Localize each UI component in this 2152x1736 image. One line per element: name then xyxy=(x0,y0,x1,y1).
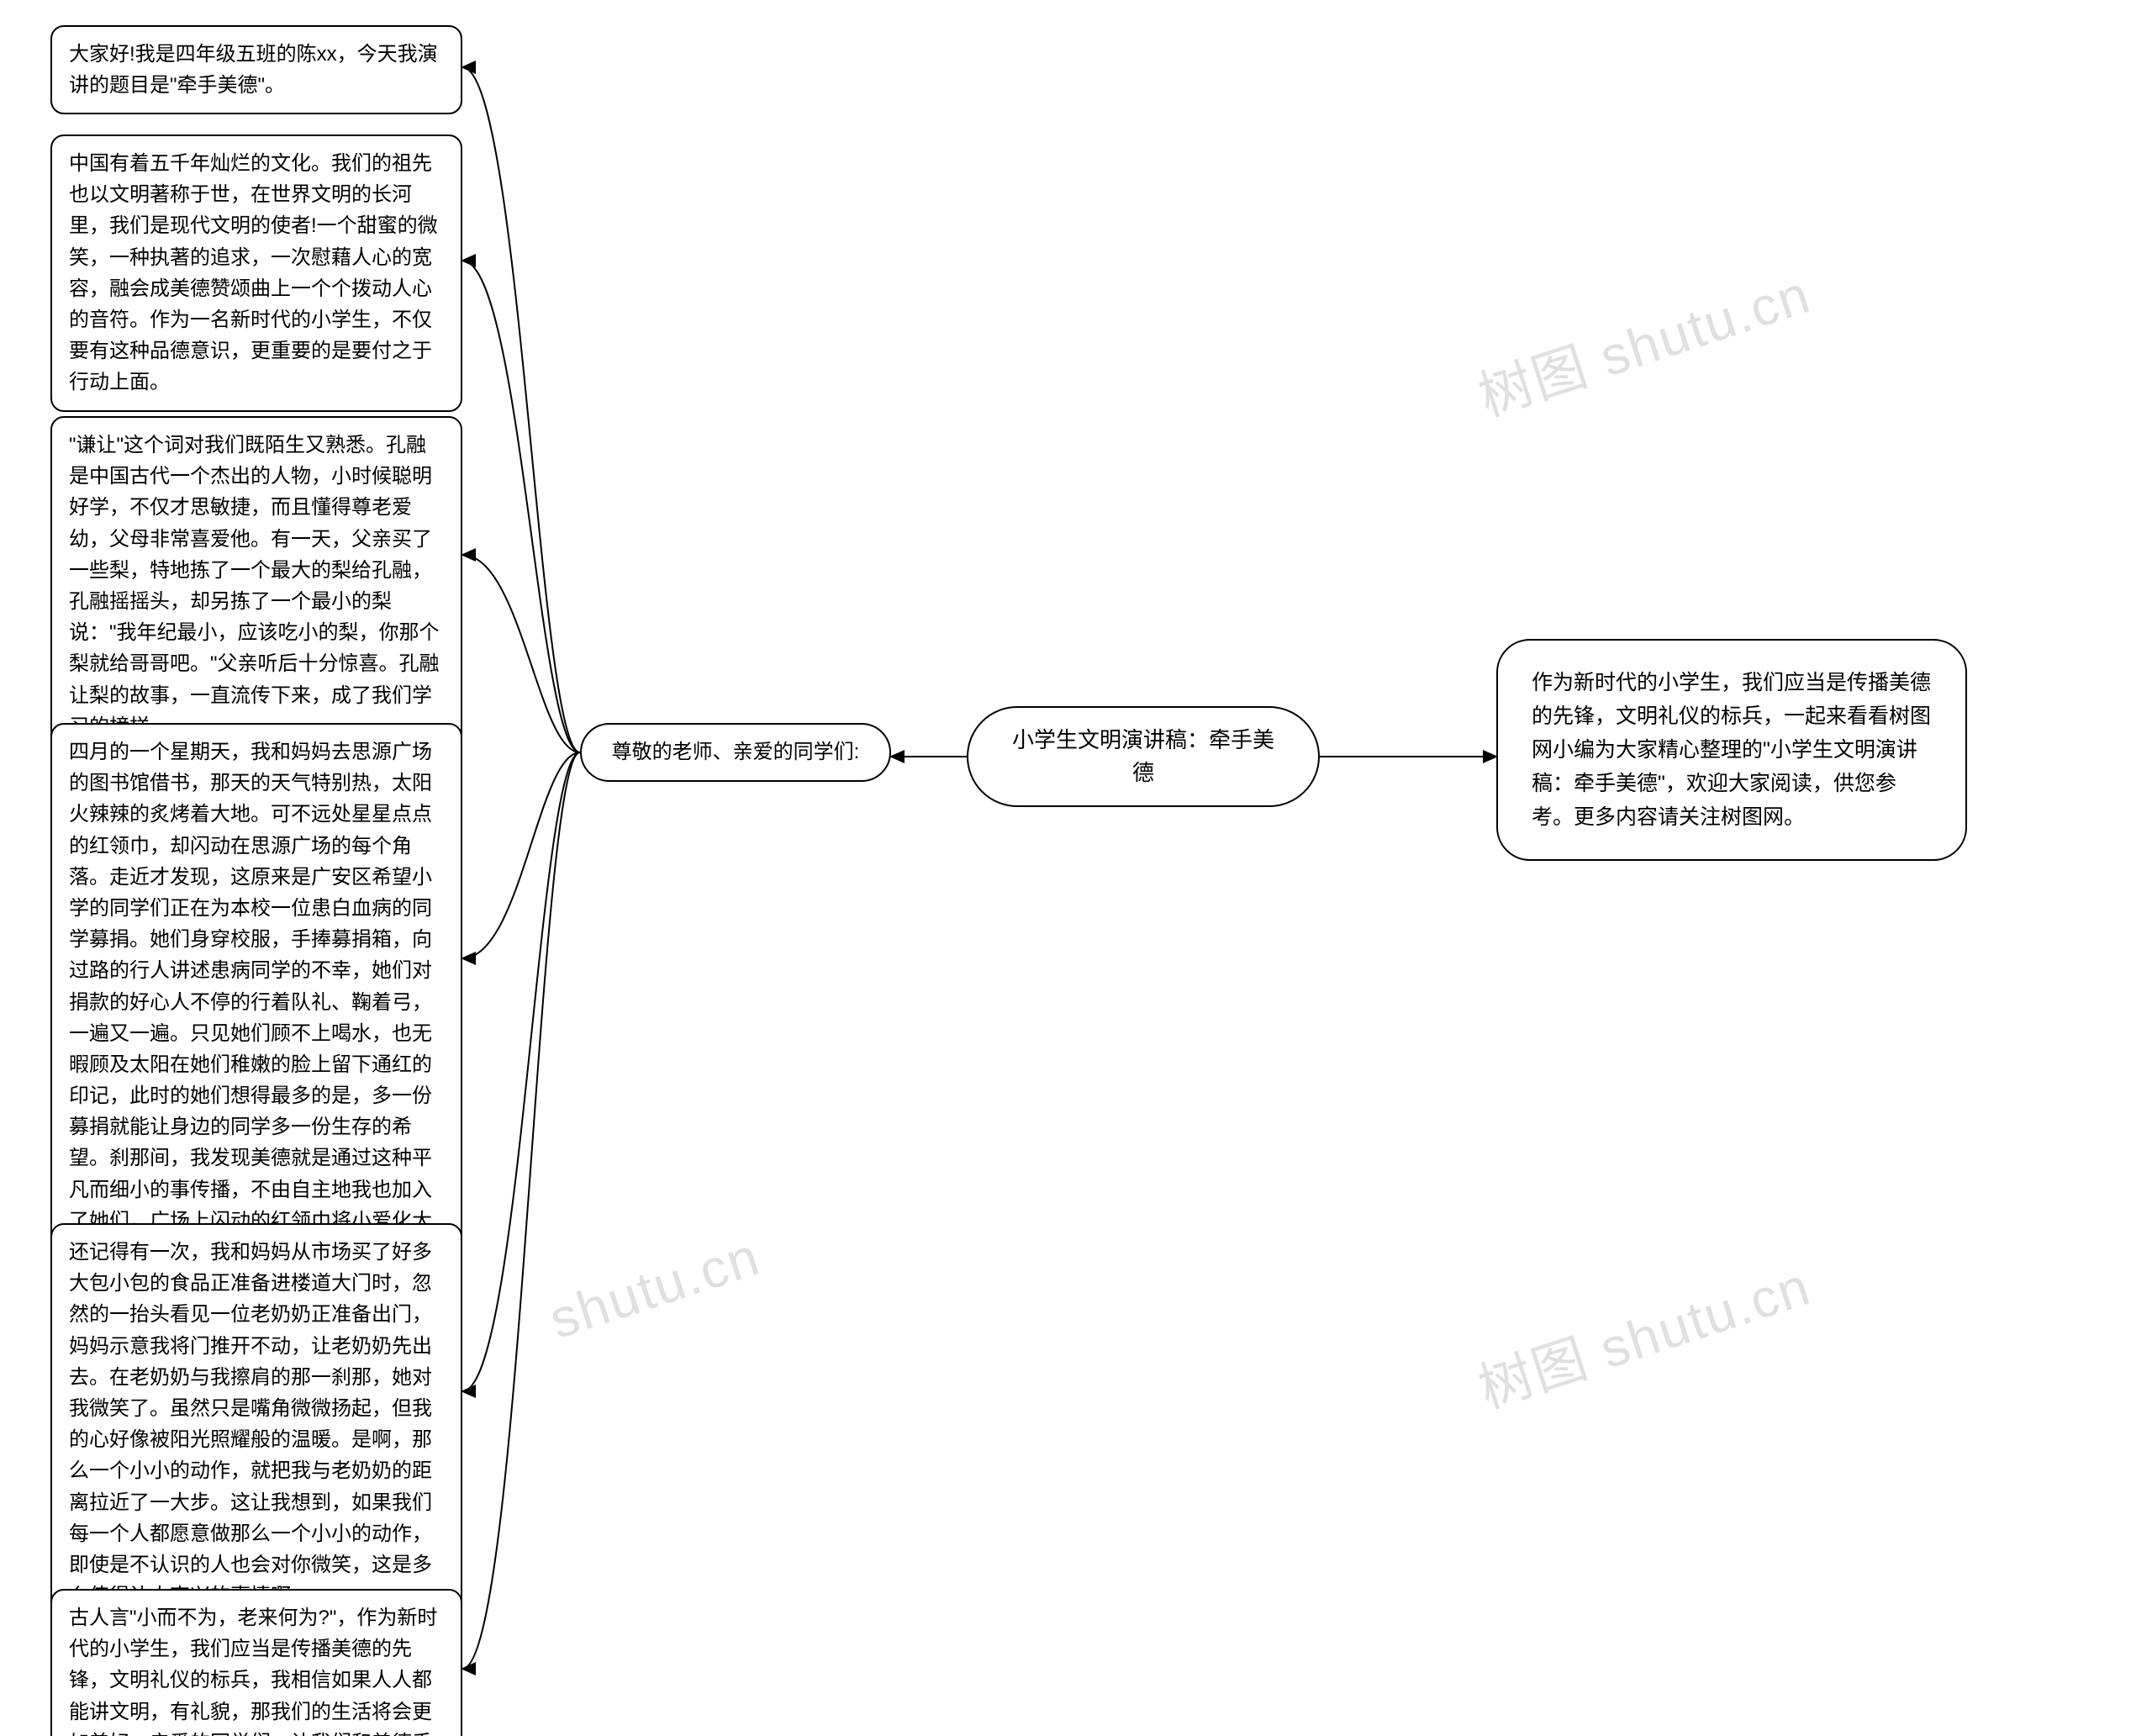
intro-text: 作为新时代的小学生，我们应当是传播美德的先锋，文明礼仪的标兵，一起来看看树图网小… xyxy=(1532,671,1931,829)
salutation-node: 尊敬的老师、亲爱的同学们: xyxy=(580,723,891,782)
root-node: 小学生文明演讲稿：牵手美德 xyxy=(967,706,1320,807)
paragraph-text: 中国有着五千年灿烂的文化。我们的祖先也以文明著称于世，在世界文明的长河里，我们是… xyxy=(69,152,438,393)
paragraph-1: 大家好!我是四年级五班的陈xx，今天我演讲的题目是"牵手美德"。 xyxy=(50,25,462,114)
root-label: 小学生文明演讲稿：牵手美德 xyxy=(1007,724,1279,789)
paragraph-5: 还记得有一次，我和妈妈从市场买了好多大包小包的食品正准备进楼道大门时，忽然的一抬… xyxy=(50,1223,462,1625)
paragraph-text: 大家好!我是四年级五班的陈xx，今天我演讲的题目是"牵手美德"。 xyxy=(69,43,438,97)
watermark: 树图 shutu.cn xyxy=(1468,1243,1819,1423)
paragraph-text: 四月的一个星期天，我和妈妈去思源广场的图书馆借书，那天的天气特别热，太阳火辣辣的… xyxy=(69,741,432,1264)
watermark: 树图 shutu.cn xyxy=(1468,251,1819,431)
paragraph-text: 古人言"小而不为，老来何为?"，作为新时代的小学生，我们应当是传播美德的先锋，文… xyxy=(69,1607,437,1736)
paragraph-text: 还记得有一次，我和妈妈从市场买了好多大包小包的食品正准备进楼道大门时，忽然的一抬… xyxy=(69,1241,432,1607)
paragraph-2: 中国有着五千年灿烂的文化。我们的祖先也以文明著称于世，在世界文明的长河里，我们是… xyxy=(50,135,462,412)
paragraph-4: 四月的一个星期天，我和妈妈去思源广场的图书馆借书，那天的天气特别热，太阳火辣辣的… xyxy=(50,723,462,1281)
watermark: shutu.cn xyxy=(542,1225,767,1351)
paragraph-3: "谦让"这个词对我们既陌生又熟悉。孔融是中国古代一个杰出的人物，小时候聪明好学，… xyxy=(50,416,462,756)
paragraph-6: 古人言"小而不为，老来何为?"，作为新时代的小学生，我们应当是传播美德的先锋，文… xyxy=(50,1589,462,1736)
salutation-text: 尊敬的老师、亲爱的同学们: xyxy=(612,736,860,768)
paragraph-text: "谦让"这个词对我们既陌生又熟悉。孔融是中国古代一个杰出的人物，小时候聪明好学，… xyxy=(69,434,440,738)
intro-node: 作为新时代的小学生，我们应当是传播美德的先锋，文明礼仪的标兵，一起来看看树图网小… xyxy=(1496,639,1967,861)
